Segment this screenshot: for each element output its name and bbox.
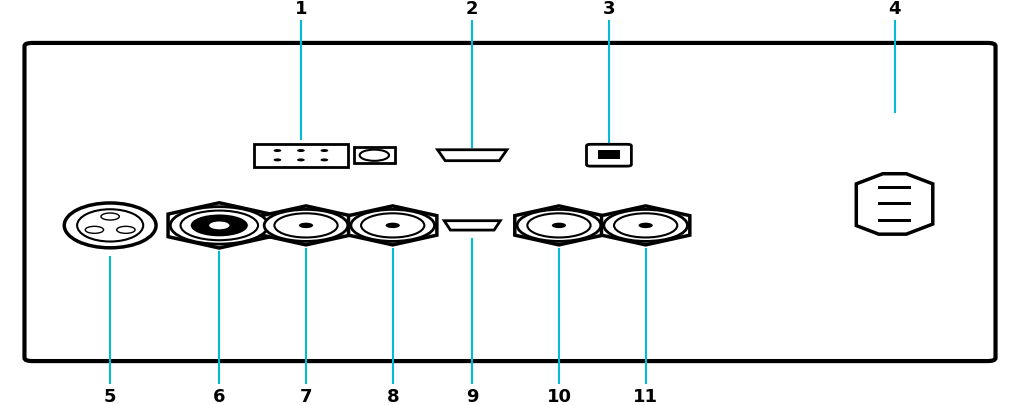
Circle shape bbox=[273, 150, 281, 153]
Circle shape bbox=[320, 150, 328, 153]
Polygon shape bbox=[444, 221, 500, 230]
Circle shape bbox=[638, 223, 652, 228]
Circle shape bbox=[299, 223, 313, 228]
Polygon shape bbox=[168, 203, 270, 248]
Circle shape bbox=[527, 214, 590, 238]
Text: 3: 3 bbox=[602, 0, 614, 18]
Circle shape bbox=[613, 214, 677, 238]
Bar bbox=[877, 187, 910, 190]
Ellipse shape bbox=[64, 203, 156, 248]
Text: 7: 7 bbox=[300, 387, 312, 405]
Circle shape bbox=[170, 207, 268, 245]
Bar bbox=[877, 219, 910, 222]
Text: 9: 9 bbox=[466, 387, 478, 405]
Circle shape bbox=[361, 214, 424, 238]
Circle shape bbox=[180, 211, 258, 241]
Circle shape bbox=[385, 223, 399, 228]
Polygon shape bbox=[262, 207, 350, 245]
Circle shape bbox=[297, 159, 305, 162]
Circle shape bbox=[603, 210, 687, 242]
Ellipse shape bbox=[77, 210, 143, 242]
Bar bbox=[254, 145, 347, 167]
Circle shape bbox=[273, 159, 281, 162]
Text: 2: 2 bbox=[466, 0, 478, 18]
Circle shape bbox=[86, 227, 104, 234]
Polygon shape bbox=[601, 207, 689, 245]
Text: 11: 11 bbox=[633, 387, 657, 405]
Circle shape bbox=[360, 150, 388, 162]
Text: 8: 8 bbox=[386, 387, 398, 405]
Circle shape bbox=[351, 210, 434, 242]
Circle shape bbox=[264, 210, 347, 242]
Circle shape bbox=[297, 150, 305, 153]
FancyBboxPatch shape bbox=[24, 44, 995, 361]
Text: 5: 5 bbox=[104, 387, 116, 405]
Polygon shape bbox=[515, 207, 602, 245]
Bar bbox=[877, 203, 910, 206]
Circle shape bbox=[101, 213, 119, 220]
Circle shape bbox=[116, 227, 135, 234]
Text: 6: 6 bbox=[213, 387, 225, 405]
FancyBboxPatch shape bbox=[586, 145, 631, 167]
Text: 10: 10 bbox=[546, 387, 571, 405]
Text: 1: 1 bbox=[294, 0, 307, 18]
Bar bbox=[598, 151, 619, 160]
Circle shape bbox=[320, 159, 328, 162]
Circle shape bbox=[191, 215, 248, 237]
Circle shape bbox=[274, 214, 337, 238]
Polygon shape bbox=[348, 207, 436, 245]
Polygon shape bbox=[856, 174, 932, 234]
Polygon shape bbox=[437, 150, 506, 161]
Text: 4: 4 bbox=[888, 0, 900, 18]
Bar bbox=[354, 148, 394, 164]
Circle shape bbox=[517, 210, 600, 242]
Circle shape bbox=[551, 223, 566, 228]
Circle shape bbox=[209, 222, 229, 230]
